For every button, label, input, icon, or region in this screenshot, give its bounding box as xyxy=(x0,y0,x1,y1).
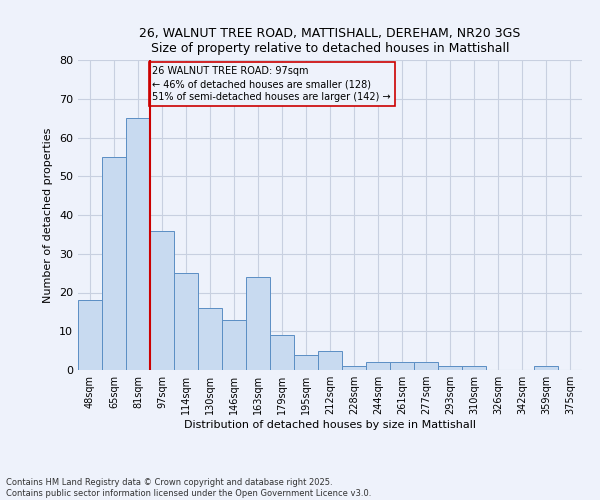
Bar xyxy=(462,366,486,370)
Bar xyxy=(414,362,438,370)
Bar xyxy=(222,320,246,370)
Bar xyxy=(270,335,294,370)
X-axis label: Distribution of detached houses by size in Mattishall: Distribution of detached houses by size … xyxy=(184,420,476,430)
Bar xyxy=(150,230,174,370)
Y-axis label: Number of detached properties: Number of detached properties xyxy=(43,128,53,302)
Bar xyxy=(78,300,102,370)
Text: Contains HM Land Registry data © Crown copyright and database right 2025.
Contai: Contains HM Land Registry data © Crown c… xyxy=(6,478,371,498)
Bar xyxy=(246,277,270,370)
Bar xyxy=(438,366,462,370)
Bar xyxy=(318,350,342,370)
Bar xyxy=(198,308,222,370)
Title: 26, WALNUT TREE ROAD, MATTISHALL, DEREHAM, NR20 3GS
Size of property relative to: 26, WALNUT TREE ROAD, MATTISHALL, DEREHA… xyxy=(139,26,521,54)
Bar xyxy=(534,366,558,370)
Bar xyxy=(342,366,366,370)
Text: 26 WALNUT TREE ROAD: 97sqm
← 46% of detached houses are smaller (128)
51% of sem: 26 WALNUT TREE ROAD: 97sqm ← 46% of deta… xyxy=(152,66,391,102)
Bar xyxy=(294,354,318,370)
Bar xyxy=(174,273,198,370)
Bar xyxy=(102,157,126,370)
Bar xyxy=(126,118,150,370)
Bar xyxy=(390,362,414,370)
Bar xyxy=(366,362,390,370)
